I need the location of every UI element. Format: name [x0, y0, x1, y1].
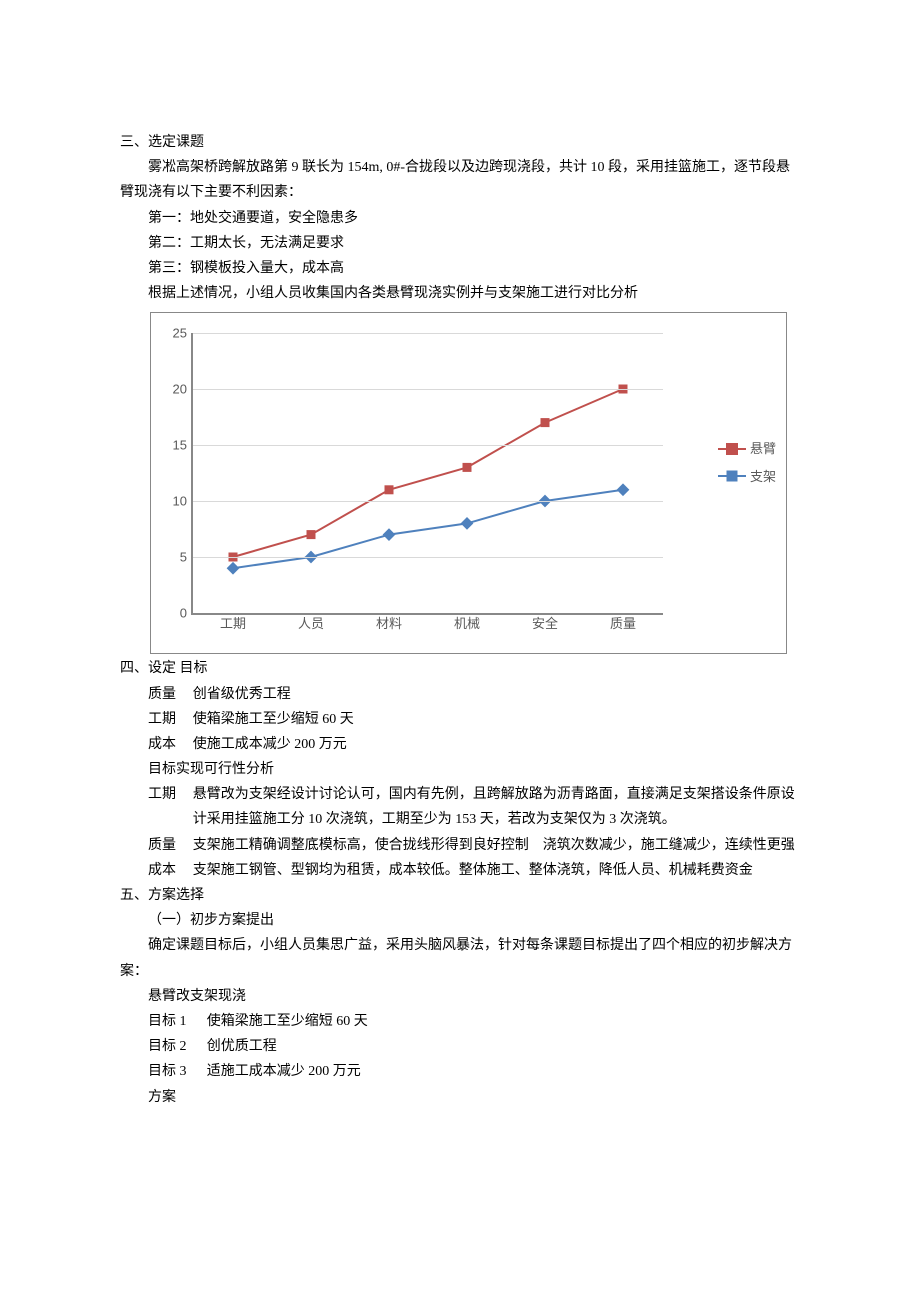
legend-label: 支架	[750, 465, 776, 488]
chart-series-marker	[461, 518, 472, 529]
label-value-row: 目标 1使箱梁施工至少缩短 60 天	[148, 1009, 800, 1034]
legend-item: 支架	[718, 465, 776, 488]
row-label: 目标 2	[148, 1034, 207, 1059]
chart-gridline	[193, 445, 663, 446]
chart-x-tick-label: 人员	[286, 612, 336, 635]
chart-series-marker	[385, 486, 393, 494]
row-label: 质量	[148, 682, 193, 707]
legend-swatch-icon	[718, 475, 746, 477]
sec3-l2: 第二：工期太长，无法满足要求	[120, 231, 800, 256]
row-label: 成本	[148, 858, 193, 883]
row-label: 质量	[148, 833, 193, 858]
chart-series-marker	[541, 419, 549, 427]
row-label: 成本	[148, 732, 193, 757]
chart-y-tick-label: 25	[163, 322, 187, 345]
chart-series-marker	[227, 563, 238, 574]
label-value-row: 工期悬臂改为支架经设计讨论认可，国内有先例，且跨解放路为沥青路面，直接满足支架搭…	[148, 782, 800, 832]
sec4-feas-title: 目标实现可行性分析	[148, 757, 800, 782]
chart-y-tick-label: 5	[163, 546, 187, 569]
sec3-l3: 第三：钢模板投入量大，成本高	[120, 256, 800, 281]
sec5-goals: 目标 1使箱梁施工至少缩短 60 天目标 2创优质工程目标 3适施工成本减少 2…	[120, 1009, 800, 1085]
chart-gridline	[193, 557, 663, 558]
row-label: 目标 3	[148, 1059, 207, 1084]
row-value: 适施工成本减少 200 万元	[207, 1059, 800, 1084]
chart-series-marker	[307, 531, 315, 539]
sec3-p2: 根据上述情况，小组人员收集国内各类悬臂现浇实例并与支架施工进行对比分析	[120, 281, 800, 306]
sec3-p1: 雾凇高架桥跨解放路第 9 联长为 154m, 0#-合拢段以及边跨现浇段，共计 …	[120, 155, 800, 205]
chart-x-tick-label: 材料	[364, 612, 414, 635]
chart-svg	[193, 333, 663, 613]
chart-x-tick-label: 机械	[442, 612, 492, 635]
chart-legend: 悬臂支架	[718, 433, 776, 492]
sec4-goals: 质量创省级优秀工程工期使箱梁施工至少缩短 60 天成本使施工成本减少 200 万…	[120, 682, 800, 758]
chart-series-marker	[617, 484, 628, 495]
sec4-feasibility: 工期悬臂改为支架经设计讨论认可，国内有先例，且跨解放路为沥青路面，直接满足支架搭…	[120, 782, 800, 883]
chart-gridline	[193, 389, 663, 390]
legend-item: 悬臂	[718, 437, 776, 460]
chart-y-tick-label: 15	[163, 434, 187, 457]
row-value: 支架施工精确调整底模标高，使合拢线形得到良好控制 浇筑次数减少，施工缝减少，连续…	[193, 833, 800, 858]
sec3-l1: 第一：地处交通要道，安全隐患多	[120, 206, 800, 231]
sec5-plan: 方案	[148, 1085, 800, 1110]
row-label: 目标 1	[148, 1009, 207, 1034]
row-value: 支架施工钢管、型钢均为租赁，成本较低。整体施工、整体浇筑，降低人员、机械耗费资金	[193, 858, 800, 883]
label-value-row: 目标 3适施工成本减少 200 万元	[148, 1059, 800, 1084]
chart-plot-area: 0510152025工期人员材料机械安全质量	[191, 333, 663, 615]
row-value: 悬臂改为支架经设计讨论认可，国内有先例，且跨解放路为沥青路面，直接满足支架搭设条…	[193, 782, 800, 832]
label-value-row: 质量创省级优秀工程	[148, 682, 800, 707]
label-value-row: 目标 2创优质工程	[148, 1034, 800, 1059]
sec5-p1: 确定课题目标后，小组人员集思广益，采用头脑风暴法，针对每条课题目标提出了四个相应…	[120, 933, 800, 983]
row-value: 使施工成本减少 200 万元	[193, 732, 800, 757]
row-value: 使箱梁施工至少缩短 60 天	[193, 707, 800, 732]
row-label: 工期	[148, 707, 193, 732]
chart-x-tick-label: 安全	[520, 612, 570, 635]
page-root: 三、选定课题 雾凇高架桥跨解放路第 9 联长为 154m, 0#-合拢段以及边跨…	[0, 0, 920, 1170]
chart-series-marker	[463, 464, 471, 472]
chart-x-tick-label: 质量	[598, 612, 648, 635]
row-value: 创省级优秀工程	[193, 682, 800, 707]
sec3-title: 三、选定课题	[120, 130, 800, 155]
sec5-sub1: （一）初步方案提出	[148, 908, 800, 933]
sec4-title: 四、设定 目标	[120, 656, 800, 681]
chart-series-line	[233, 389, 623, 557]
chart-series-marker	[383, 529, 394, 540]
chart-y-tick-label: 10	[163, 490, 187, 513]
chart-y-tick-label: 0	[163, 602, 187, 625]
label-value-row: 质量支架施工精确调整底模标高，使合拢线形得到良好控制 浇筑次数减少，施工缝减少，…	[148, 833, 800, 858]
sec5-title: 五、方案选择	[120, 883, 800, 908]
chart-gridline	[193, 501, 663, 502]
row-value: 使箱梁施工至少缩短 60 天	[207, 1009, 800, 1034]
legend-swatch-icon	[718, 448, 746, 450]
row-value: 创优质工程	[207, 1034, 800, 1059]
label-value-row: 成本使施工成本减少 200 万元	[148, 732, 800, 757]
chart-gridline	[193, 333, 663, 334]
row-label: 工期	[148, 782, 193, 832]
label-value-row: 成本支架施工钢管、型钢均为租赁，成本较低。整体施工、整体浇筑，降低人员、机械耗费…	[148, 858, 800, 883]
sec5-p2: 悬臂改支架现浇	[148, 984, 800, 1009]
legend-label: 悬臂	[750, 437, 776, 460]
chart-y-tick-label: 20	[163, 378, 187, 401]
chart-x-tick-label: 工期	[208, 612, 258, 635]
label-value-row: 工期使箱梁施工至少缩短 60 天	[148, 707, 800, 732]
comparison-line-chart: 0510152025工期人员材料机械安全质量 悬臂支架	[150, 312, 787, 654]
